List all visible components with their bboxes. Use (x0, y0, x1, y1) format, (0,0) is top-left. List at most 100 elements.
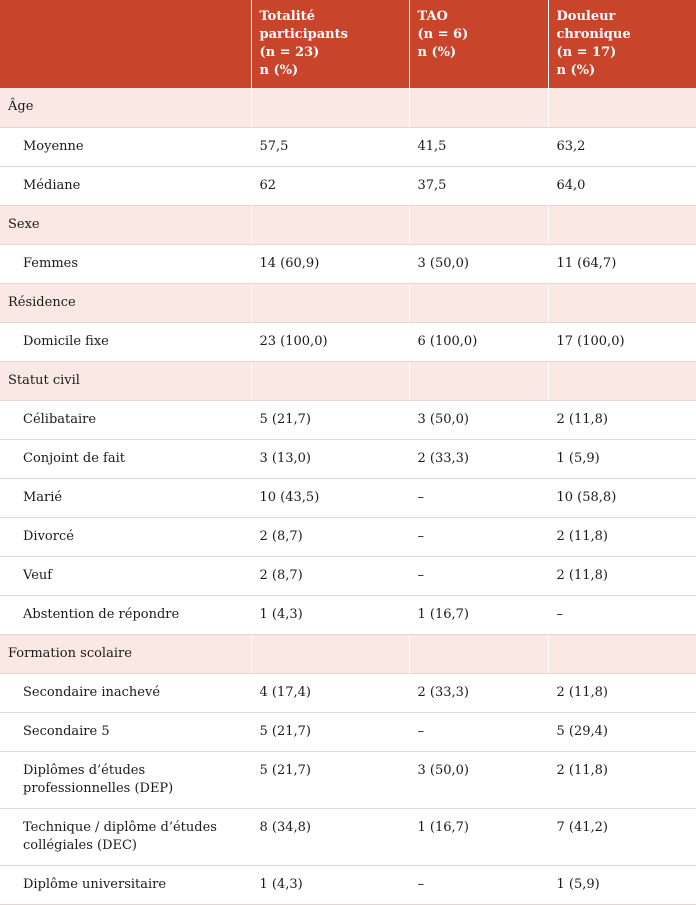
cell-douleur: 63,2 (547, 127, 696, 167)
header-tao-n: (n = 6) (417, 27, 469, 42)
table-row-universitaire: Diplôme universitaire 1 (4,3) – 1 (5,9) (0, 865, 696, 905)
section-label: Âge (0, 88, 251, 128)
section-label: Sexe (0, 205, 251, 245)
cell-douleur: 7 (41,2) (547, 808, 696, 866)
header-tao-unit: n (%) (417, 45, 457, 60)
cell-totalite: 23 (100,0) (250, 322, 409, 362)
table-row-mediane: Médiane 62 37,5 64,0 (0, 166, 696, 206)
cell-douleur: 10 (58,8) (547, 478, 696, 518)
table-row-marie: Marié 10 (43,5) – 10 (58,8) (0, 478, 696, 518)
header-empty-cell (0, 0, 251, 88)
table-row-veuf: Veuf 2 (8,7) – 2 (11,8) (0, 556, 696, 596)
section-row-residence: Résidence (0, 283, 696, 323)
table-row-moyenne: Moyenne 57,5 41,5 63,2 (0, 127, 696, 167)
cell-totalite: 1 (4,3) (250, 865, 409, 905)
row-label: Marié (0, 478, 251, 518)
row-label: Diplôme universitaire (0, 865, 251, 905)
row-label: Médiane (0, 166, 251, 206)
row-label: Conjoint de fait (0, 439, 251, 479)
cell-tao: 6 (100,0) (408, 322, 548, 362)
section-label: Formation scolaire (0, 634, 251, 674)
cell-totalite: 5 (21,7) (250, 400, 409, 440)
row-label: Divorcé (0, 517, 251, 557)
cell-tao: 37,5 (408, 166, 548, 206)
cell-tao: – (408, 556, 548, 596)
table-row-domicile: Domicile fixe 23 (100,0) 6 (100,0) 17 (1… (0, 322, 696, 362)
cell-tao: – (408, 517, 548, 557)
section-row-formation: Formation scolaire (0, 634, 696, 674)
cell-totalite: 5 (21,7) (250, 712, 409, 752)
header-douleur-unit: n (%) (556, 63, 596, 78)
row-label: Technique / diplôme d’études collégiales… (0, 808, 251, 866)
cell-totalite: 1 (4,3) (250, 595, 409, 635)
row-label: Abstention de répondre (0, 595, 251, 635)
cell-douleur: 1 (5,9) (547, 865, 696, 905)
header-douleur-n: (n = 17) (556, 45, 617, 60)
cell-douleur: 2 (11,8) (547, 400, 696, 440)
table-row-dep: Diplômes d’études professionnelles (DEP)… (0, 751, 696, 809)
section-label: Résidence (0, 283, 251, 323)
table-row-dec: Technique / diplôme d’études collégiales… (0, 808, 696, 866)
cell-totalite: 2 (8,7) (250, 517, 409, 557)
cell-tao: 3 (50,0) (408, 244, 548, 284)
header-totalite-unit: n (%) (259, 63, 299, 78)
cell-tao: 3 (50,0) (408, 400, 548, 440)
cell-douleur: – (547, 595, 696, 635)
table-row-secondaire-inacheve: Secondaire inachevé 4 (17,4) 2 (33,3) 2 … (0, 673, 696, 713)
row-label: Veuf (0, 556, 251, 596)
cell-totalite: 4 (17,4) (250, 673, 409, 713)
cell-tao: 41,5 (408, 127, 548, 167)
section-row-age: Âge (0, 88, 696, 128)
cell-totalite: 62 (250, 166, 409, 206)
header-row: Totalité participants (n = 23) n (%) TAO… (0, 0, 696, 88)
table-row-abstention: Abstention de répondre 1 (4,3) 1 (16,7) … (0, 595, 696, 635)
cell-douleur: 11 (64,7) (547, 244, 696, 284)
cell-douleur: 2 (11,8) (547, 556, 696, 596)
header-totalite-n: (n = 23) (259, 45, 320, 60)
cell-douleur: 2 (11,8) (547, 751, 696, 809)
cell-totalite: 2 (8,7) (250, 556, 409, 596)
cell-tao: 2 (33,3) (408, 673, 548, 713)
header-tao-title: TAO (417, 9, 448, 24)
row-label: Domicile fixe (0, 322, 251, 362)
section-row-statut: Statut civil (0, 361, 696, 401)
header-totalite: Totalité participants (n = 23) n (%) (250, 0, 409, 88)
cell-douleur: 1 (5,9) (547, 439, 696, 479)
cell-douleur: 64,0 (547, 166, 696, 206)
table-row-conjoint: Conjoint de fait 3 (13,0) 2 (33,3) 1 (5,… (0, 439, 696, 479)
cell-totalite: 14 (60,9) (250, 244, 409, 284)
row-label: Célibataire (0, 400, 251, 440)
cell-douleur: 2 (11,8) (547, 517, 696, 557)
cell-tao: – (408, 712, 548, 752)
cell-douleur: 2 (11,8) (547, 673, 696, 713)
cell-totalite: 8 (34,8) (250, 808, 409, 866)
row-label: Femmes (0, 244, 251, 284)
row-label: Secondaire 5 (0, 712, 251, 752)
cell-tao: 1 (16,7) (408, 595, 548, 635)
cell-tao: 2 (33,3) (408, 439, 548, 479)
section-label: Statut civil (0, 361, 251, 401)
header-douleur-title: Douleur chronique (556, 9, 631, 42)
cell-douleur: 17 (100,0) (547, 322, 696, 362)
table-row-celibataire: Célibataire 5 (21,7) 3 (50,0) 2 (11,8) (0, 400, 696, 440)
row-label: Diplômes d’études professionnelles (DEP) (0, 751, 251, 809)
section-row-sexe: Sexe (0, 205, 696, 245)
header-douleur: Douleur chronique (n = 17) n (%) (547, 0, 696, 88)
table-row-divorce: Divorcé 2 (8,7) – 2 (11,8) (0, 517, 696, 557)
cell-totalite: 57,5 (250, 127, 409, 167)
row-label: Moyenne (0, 127, 251, 167)
cell-tao: 1 (16,7) (408, 808, 548, 866)
cell-totalite: 10 (43,5) (250, 478, 409, 518)
cell-tao: – (408, 865, 548, 905)
header-totalite-title: Totalité participants (259, 9, 348, 42)
header-tao: TAO (n = 6) n (%) (408, 0, 548, 88)
cell-tao: 3 (50,0) (408, 751, 548, 809)
cell-tao: – (408, 478, 548, 518)
table-row-femmes: Femmes 14 (60,9) 3 (50,0) 11 (64,7) (0, 244, 696, 284)
row-label: Secondaire inachevé (0, 673, 251, 713)
table-row-secondaire-5: Secondaire 5 5 (21,7) – 5 (29,4) (0, 712, 696, 752)
cell-douleur: 5 (29,4) (547, 712, 696, 752)
cell-totalite: 5 (21,7) (250, 751, 409, 809)
cell-totalite: 3 (13,0) (250, 439, 409, 479)
